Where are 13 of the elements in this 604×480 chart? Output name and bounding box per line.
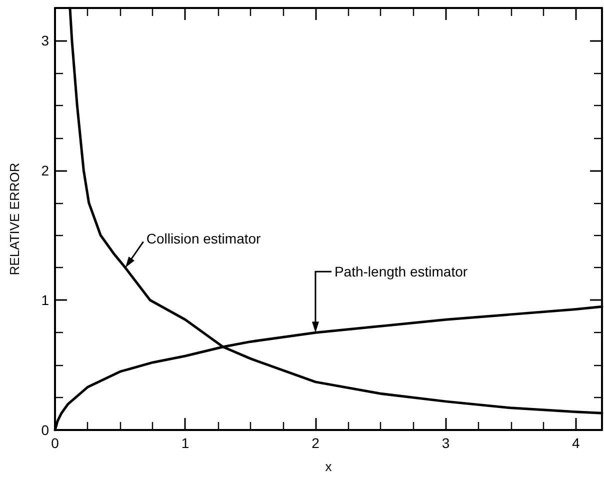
y-tick-label: 1 bbox=[41, 292, 50, 308]
y-axis-title: RELATIVE ERROR bbox=[7, 162, 22, 276]
x-tick-label: 0 bbox=[51, 435, 60, 451]
x-tick-label: 4 bbox=[572, 435, 580, 451]
x-tick-label: 2 bbox=[312, 435, 320, 451]
text: Path-length estimator bbox=[334, 264, 468, 280]
text: Collision estimator bbox=[146, 230, 262, 247]
y-tick-label: 0 bbox=[41, 422, 50, 438]
y-tick-label: 3 bbox=[41, 32, 50, 48]
x-axis-title: x bbox=[325, 459, 332, 474]
x-tick-label: 3 bbox=[442, 435, 450, 451]
y-tick-label: 2 bbox=[41, 162, 50, 178]
x-tick-label: 1 bbox=[181, 435, 190, 451]
